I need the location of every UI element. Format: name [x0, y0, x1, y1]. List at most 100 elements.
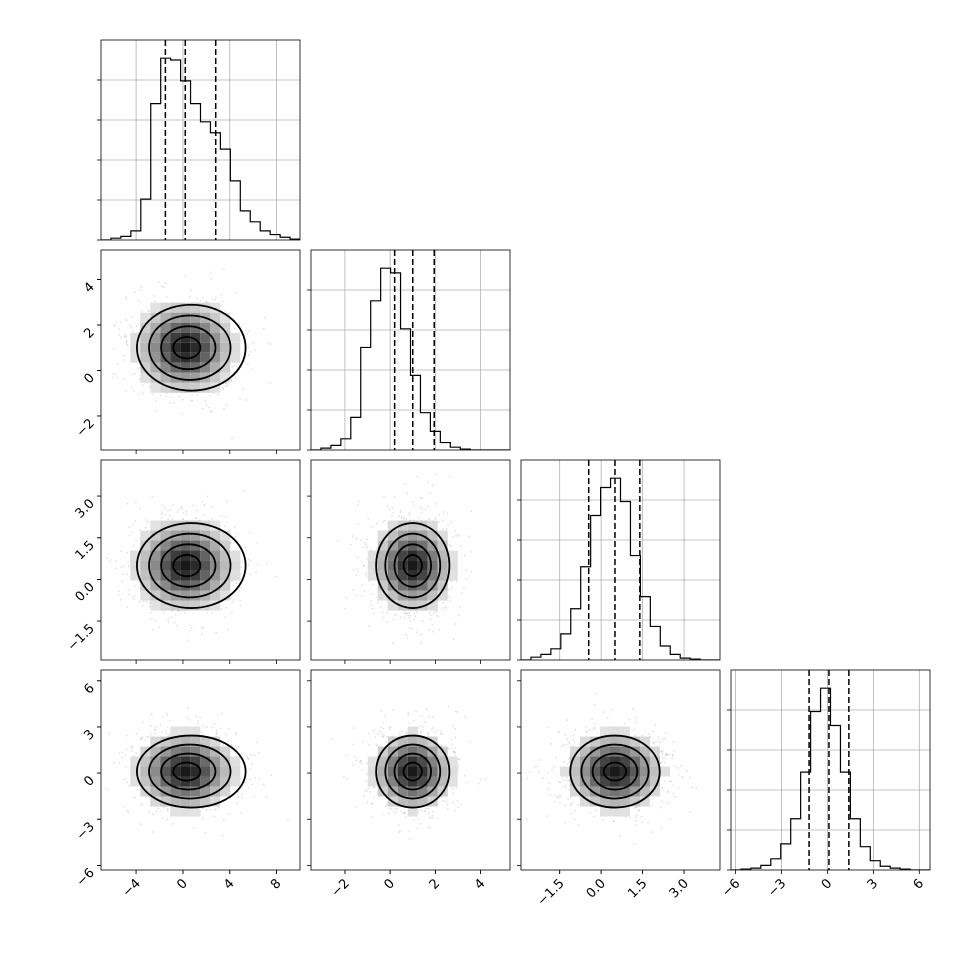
sample-point	[370, 604, 372, 606]
sample-point	[337, 540, 339, 543]
density-cell	[150, 766, 161, 777]
sample-point	[189, 295, 191, 298]
density-cell	[230, 550, 241, 561]
sample-point	[412, 504, 415, 507]
sample-point	[214, 723, 216, 725]
x-tick-label: −6	[719, 876, 743, 900]
sample-point	[363, 565, 365, 568]
sample-point	[427, 807, 429, 810]
sample-point	[196, 297, 198, 300]
sample-point	[180, 505, 183, 508]
sample-point	[211, 298, 214, 301]
density-cell	[230, 560, 241, 571]
density-cell	[437, 560, 448, 571]
sample-point	[206, 301, 208, 304]
density-cell	[180, 302, 191, 313]
sample-point	[185, 510, 187, 513]
sample-point	[355, 594, 358, 597]
y-tick-label: −6	[74, 866, 98, 890]
density-cell	[140, 590, 151, 601]
sample-point	[388, 807, 390, 810]
sample-point	[423, 720, 426, 723]
sample-point	[231, 601, 234, 603]
y-tick-label: 0	[81, 773, 97, 789]
sample-point	[440, 744, 442, 747]
histogram-panel-1	[307, 249, 511, 451]
sample-point	[382, 727, 385, 730]
sample-point	[399, 616, 402, 619]
histogram-steps	[521, 477, 720, 660]
sample-point	[417, 818, 419, 820]
density-cell	[210, 372, 221, 383]
sample-point	[167, 518, 169, 521]
sample-point	[263, 317, 266, 319]
sample-point	[113, 324, 115, 326]
sample-point	[461, 592, 463, 594]
sample-point	[394, 808, 397, 811]
sample-point	[421, 725, 424, 728]
sample-point	[405, 518, 408, 520]
sample-point	[204, 400, 207, 402]
sample-point	[200, 731, 203, 733]
density-cell	[190, 570, 201, 581]
density-cell	[160, 540, 171, 551]
sample-point	[453, 751, 456, 753]
sample-point	[382, 721, 384, 724]
sample-point	[417, 517, 420, 520]
sample-point	[249, 778, 251, 781]
sample-point	[375, 743, 377, 746]
sample-point	[389, 725, 391, 728]
sample-point	[435, 614, 438, 617]
sample-point	[220, 515, 223, 518]
sample-point	[128, 785, 130, 787]
density-cell	[387, 540, 398, 551]
sample-point	[220, 293, 223, 296]
density-cell	[170, 382, 181, 393]
density-cell	[130, 342, 141, 353]
sample-point	[270, 774, 272, 777]
contour-level	[136, 522, 247, 609]
sample-point	[141, 605, 144, 607]
sample-point	[230, 743, 233, 746]
sample-point	[227, 629, 229, 632]
density-cell	[170, 806, 181, 817]
sample-point	[429, 492, 432, 495]
sample-point	[127, 344, 129, 347]
sample-point	[196, 394, 198, 397]
sample-point	[458, 533, 460, 536]
sample-point	[131, 745, 133, 747]
sample-point	[452, 750, 455, 753]
sample-point	[125, 341, 128, 343]
sample-point	[163, 286, 165, 288]
sample-point	[238, 589, 241, 592]
density-cell	[200, 352, 211, 363]
scatter-panel-1-2	[307, 459, 511, 664]
sample-point	[383, 813, 385, 816]
histogram-panel-0	[97, 39, 301, 241]
sample-point	[221, 386, 224, 389]
sample-point	[395, 811, 397, 814]
density-cell	[160, 382, 171, 393]
sample-point	[201, 407, 204, 410]
y-tick-label: −3	[74, 819, 98, 843]
sample-point	[409, 620, 412, 622]
density-cell	[377, 580, 388, 591]
sample-point	[406, 612, 409, 614]
density-cell	[210, 736, 221, 747]
density-cell	[220, 580, 231, 591]
sample-point	[145, 519, 148, 521]
sample-point	[446, 808, 449, 811]
sample-point	[331, 738, 333, 740]
density-cell	[170, 550, 181, 561]
sample-point	[126, 343, 128, 346]
sample-point	[420, 512, 423, 514]
sample-point	[355, 759, 358, 762]
sample-point	[165, 296, 168, 298]
sample-point	[155, 410, 157, 412]
sample-point	[232, 317, 235, 320]
sample-point	[443, 511, 445, 513]
sample-point	[152, 393, 155, 396]
sample-point	[111, 376, 114, 379]
sample-point	[138, 299, 140, 302]
density-cell	[230, 766, 241, 777]
